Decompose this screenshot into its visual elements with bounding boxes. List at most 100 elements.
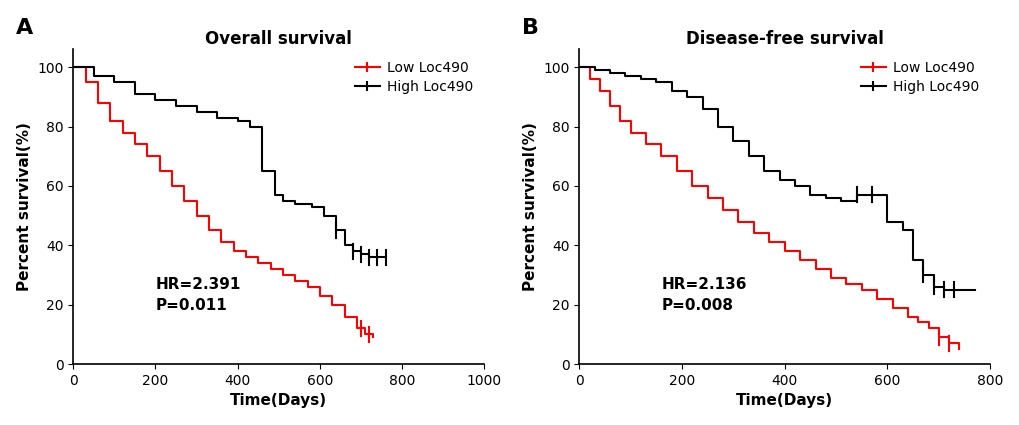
Low Loc490 bbox=[583, 76, 595, 82]
Low Loc490 bbox=[338, 314, 351, 319]
High Loc490 bbox=[649, 79, 661, 85]
High Loc490 bbox=[819, 195, 832, 200]
High Loc490 bbox=[371, 255, 383, 260]
High Loc490 bbox=[865, 192, 877, 197]
Low Loc490 bbox=[942, 341, 954, 346]
High Loc490 bbox=[926, 284, 938, 289]
Low Loc490 bbox=[593, 88, 605, 94]
Line: Low Loc490: Low Loc490 bbox=[73, 67, 373, 337]
Low Loc490 bbox=[793, 258, 805, 263]
High Loc490 bbox=[665, 88, 678, 94]
Low Loc490 bbox=[301, 284, 313, 289]
Text: HR=2.391
P=0.011: HR=2.391 P=0.011 bbox=[155, 277, 240, 313]
Low Loc490 bbox=[227, 249, 239, 254]
High Loc490 bbox=[346, 249, 359, 254]
Low Loc490 bbox=[855, 287, 867, 292]
Low Loc490 bbox=[203, 228, 215, 233]
Low Loc490 bbox=[288, 278, 301, 283]
High Loc490 bbox=[379, 255, 391, 260]
High Loc490 bbox=[803, 192, 815, 197]
Low Loc490 bbox=[79, 79, 92, 85]
Low Loc490 bbox=[128, 142, 141, 147]
High Loc490 bbox=[696, 106, 708, 111]
High Loc490 bbox=[338, 243, 351, 248]
High Loc490 bbox=[231, 118, 244, 123]
Low Loc490 bbox=[191, 213, 203, 218]
Low Loc490 bbox=[239, 255, 252, 260]
Low Loc490 bbox=[701, 195, 713, 200]
Line: Low Loc490: Low Loc490 bbox=[579, 67, 959, 349]
Low Loc490 bbox=[359, 332, 371, 337]
Low Loc490 bbox=[367, 335, 379, 340]
Low Loc490 bbox=[104, 118, 116, 123]
Low Loc490 bbox=[762, 240, 774, 245]
Low Loc490 bbox=[116, 130, 128, 135]
High Loc490 bbox=[297, 201, 309, 206]
Low Loc490 bbox=[886, 305, 898, 310]
Line: High Loc490: High Loc490 bbox=[579, 67, 974, 290]
Low Loc490 bbox=[314, 293, 326, 298]
Low Loc490 bbox=[92, 100, 104, 105]
Low Loc490 bbox=[777, 249, 790, 254]
Low Loc490 bbox=[686, 184, 698, 189]
High Loc490 bbox=[355, 252, 367, 257]
High Loc490 bbox=[757, 169, 769, 174]
Low Loc490 bbox=[276, 272, 288, 278]
Legend: Low Loc490, High Loc490: Low Loc490, High Loc490 bbox=[856, 57, 982, 98]
High Loc490 bbox=[330, 228, 342, 233]
Low Loc490 bbox=[613, 118, 626, 123]
X-axis label: Time(Days): Time(Days) bbox=[230, 393, 327, 408]
High Loc490 bbox=[835, 198, 847, 203]
High Loc490 bbox=[896, 228, 908, 233]
High Loc490 bbox=[936, 287, 949, 292]
Low Loc490 bbox=[326, 302, 338, 307]
Text: A: A bbox=[15, 18, 33, 38]
High Loc490 bbox=[968, 287, 980, 292]
High Loc490 bbox=[742, 154, 754, 159]
High Loc490 bbox=[850, 192, 862, 197]
High Loc490 bbox=[588, 68, 600, 73]
High Loc490 bbox=[244, 124, 256, 129]
High Loc490 bbox=[170, 103, 182, 108]
High Loc490 bbox=[128, 91, 141, 96]
Low Loc490 bbox=[671, 169, 683, 174]
High Loc490 bbox=[211, 115, 223, 120]
Low Loc490 bbox=[166, 184, 178, 189]
Low Loc490 bbox=[840, 281, 852, 286]
Y-axis label: Percent survival(%): Percent survival(%) bbox=[522, 122, 537, 291]
Low Loc490 bbox=[264, 266, 276, 272]
Title: Disease-free survival: Disease-free survival bbox=[685, 30, 882, 48]
Low Loc490 bbox=[351, 326, 363, 331]
Low Loc490 bbox=[870, 296, 882, 301]
Line: High Loc490: High Loc490 bbox=[73, 67, 385, 257]
Low Loc490 bbox=[639, 142, 651, 147]
X-axis label: Time(Days): Time(Days) bbox=[736, 393, 833, 408]
High Loc490 bbox=[363, 255, 375, 260]
High Loc490 bbox=[603, 71, 615, 76]
High Loc490 bbox=[916, 272, 928, 278]
Low Loc490 bbox=[953, 347, 965, 352]
Low Loc490 bbox=[141, 154, 153, 159]
High Loc490 bbox=[191, 109, 203, 114]
Low Loc490 bbox=[654, 154, 666, 159]
Low Loc490 bbox=[573, 65, 585, 70]
Low Loc490 bbox=[809, 266, 821, 272]
Low Loc490 bbox=[153, 169, 165, 174]
High Loc490 bbox=[318, 213, 330, 218]
Low Loc490 bbox=[215, 240, 227, 245]
High Loc490 bbox=[256, 169, 268, 174]
Low Loc490 bbox=[624, 130, 636, 135]
Low Loc490 bbox=[252, 261, 264, 266]
High Loc490 bbox=[906, 258, 918, 263]
High Loc490 bbox=[276, 198, 288, 203]
High Loc490 bbox=[880, 219, 893, 224]
Low Loc490 bbox=[901, 314, 913, 319]
High Loc490 bbox=[268, 192, 280, 197]
High Loc490 bbox=[67, 65, 79, 70]
High Loc490 bbox=[149, 97, 161, 102]
High Loc490 bbox=[788, 184, 800, 189]
Low Loc490 bbox=[911, 320, 923, 325]
Low Loc490 bbox=[67, 65, 79, 70]
Text: B: B bbox=[522, 18, 538, 38]
Low Loc490 bbox=[824, 275, 837, 281]
